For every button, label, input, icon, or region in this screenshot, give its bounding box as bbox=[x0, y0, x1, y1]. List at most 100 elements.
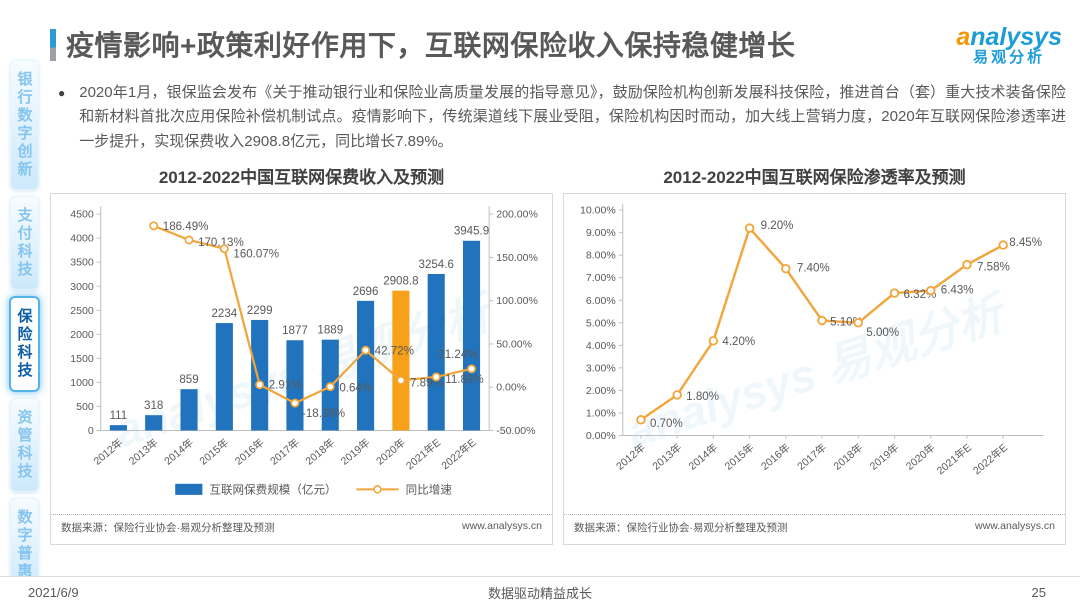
svg-text:2696: 2696 bbox=[353, 286, 379, 298]
svg-text:160.07%: 160.07% bbox=[233, 249, 279, 261]
svg-text:2020年: 2020年 bbox=[903, 441, 938, 473]
svg-text:42.72%: 42.72% bbox=[375, 345, 414, 357]
svg-text:互联网保费规模（亿元）: 互联网保费规模（亿元） bbox=[209, 482, 336, 496]
penetration-chart-panel: 2012-2022中国互联网保险渗透率及预测 analysys 易观分析 0.0… bbox=[563, 163, 1066, 545]
svg-text:2015年: 2015年 bbox=[197, 436, 232, 468]
svg-text:2021年E: 2021年E bbox=[934, 441, 974, 477]
svg-text:0.64%: 0.64% bbox=[339, 383, 372, 395]
svg-text:2234: 2234 bbox=[211, 308, 237, 320]
svg-text:859: 859 bbox=[179, 374, 198, 386]
svg-text:2018年: 2018年 bbox=[831, 441, 866, 473]
sidebar-item-bank-digital[interactable]: 银行数字创新 bbox=[9, 60, 39, 190]
svg-text:5.00%: 5.00% bbox=[586, 317, 616, 329]
svg-text:318: 318 bbox=[144, 400, 163, 412]
svg-text:9.00%: 9.00% bbox=[586, 227, 616, 239]
premium-chart-site-link: www.analysys.cn bbox=[462, 519, 542, 532]
svg-text:-18.36%: -18.36% bbox=[302, 408, 345, 420]
svg-text:2013年: 2013年 bbox=[126, 436, 161, 468]
sidebar-item-asset-mgmt-tech[interactable]: 资管科技 bbox=[9, 398, 39, 492]
svg-text:7.40%: 7.40% bbox=[797, 263, 830, 275]
bullet-marker-icon: ● bbox=[58, 86, 66, 101]
summary-text: 2020年1月，银保监会发布《关于推动银行业和保险业高质量发展的指导意见》，鼓励… bbox=[79, 84, 1066, 150]
svg-text:2016年: 2016年 bbox=[232, 436, 267, 468]
svg-text:0.70%: 0.70% bbox=[650, 418, 683, 430]
svg-text:21.24%: 21.24% bbox=[438, 349, 477, 361]
svg-text:7.00%: 7.00% bbox=[586, 272, 616, 284]
svg-text:2908.8: 2908.8 bbox=[383, 276, 418, 288]
svg-text:3945.9: 3945.9 bbox=[454, 226, 489, 238]
svg-text:0.00%: 0.00% bbox=[496, 382, 526, 394]
svg-text:3254.6: 3254.6 bbox=[419, 259, 454, 271]
svg-text:2012年: 2012年 bbox=[91, 436, 126, 468]
svg-text:2017年: 2017年 bbox=[268, 436, 303, 468]
svg-text:同比增速: 同比增速 bbox=[406, 482, 453, 496]
svg-text:50.00%: 50.00% bbox=[496, 338, 532, 350]
premium-chart-source: 数据来源：保险行业协会·易观分析整理及预测 bbox=[61, 521, 275, 534]
summary-bullet: ● 2020年1月，银保监会发布《关于推动银行业和保险业高质量发展的指导意见》，… bbox=[50, 81, 1066, 154]
svg-text:0.00%: 0.00% bbox=[586, 430, 616, 442]
svg-text:1.00%: 1.00% bbox=[586, 407, 616, 419]
svg-text:3500: 3500 bbox=[70, 257, 94, 269]
premium-bar-line-chart: 0 500 1000 1500 2000 2500 3000 3500 4000 4500 -50.… bbox=[70, 206, 538, 496]
svg-text:3.00%: 3.00% bbox=[586, 362, 616, 374]
penetration-chart-box: analysys 易观分析 0.00% 1.00% 2.00% 3.00% 4.00% 5… bbox=[563, 192, 1066, 545]
svg-text:8.00%: 8.00% bbox=[586, 250, 616, 262]
svg-text:10.00%: 10.00% bbox=[580, 205, 616, 217]
penetration-chart-source: 数据来源：保险行业协会·易观分析整理及预测 bbox=[574, 521, 788, 534]
footer-slogan: 数据驱动精益成长 bbox=[487, 586, 592, 601]
svg-text:2022年E: 2022年E bbox=[970, 441, 1010, 477]
svg-text:8.45%: 8.45% bbox=[1009, 237, 1042, 249]
svg-text:9.20%: 9.20% bbox=[761, 220, 794, 232]
svg-text:2299: 2299 bbox=[247, 305, 273, 317]
premium-chart-title: 2012-2022中国互联网保费收入及预测 bbox=[158, 167, 445, 187]
svg-text:2500: 2500 bbox=[70, 305, 94, 317]
svg-text:4000: 4000 bbox=[70, 233, 94, 245]
svg-text:2018年: 2018年 bbox=[303, 436, 338, 468]
svg-text:6.43%: 6.43% bbox=[941, 285, 974, 297]
svg-text:2000: 2000 bbox=[70, 329, 94, 341]
svg-text:5.00%: 5.00% bbox=[866, 327, 899, 339]
title-accent-bar bbox=[50, 29, 56, 61]
svg-text:0: 0 bbox=[88, 425, 94, 437]
svg-text:3000: 3000 bbox=[70, 281, 94, 293]
svg-text:2013年: 2013年 bbox=[650, 441, 685, 473]
svg-text:4.00%: 4.00% bbox=[586, 340, 616, 352]
svg-text:170.13%: 170.13% bbox=[198, 237, 244, 249]
page-number: 25 bbox=[1031, 585, 1046, 600]
svg-text:4500: 4500 bbox=[70, 209, 94, 221]
svg-text:2017年: 2017年 bbox=[795, 441, 830, 473]
svg-text:7.58%: 7.58% bbox=[977, 262, 1010, 274]
penetration-line-chart: 0.00% 1.00% 2.00% 3.00% 4.00% 5.00% 6.00% 7.00%… bbox=[580, 204, 1044, 477]
analysys-logo: analysys 易观分析 bbox=[956, 24, 1062, 67]
svg-text:100.00%: 100.00% bbox=[496, 295, 538, 307]
svg-text:500: 500 bbox=[76, 401, 94, 413]
svg-text:150.00%: 150.00% bbox=[496, 252, 538, 264]
svg-text:2022年E: 2022年E bbox=[439, 436, 479, 472]
page-header: 疫情影响+政策利好作用下，互联网保险收入保持稳健增长 analysys 易观分析 bbox=[50, 24, 1066, 67]
sidebar-item-payment-tech[interactable]: 支付科技 bbox=[9, 196, 39, 290]
svg-text:1877: 1877 bbox=[282, 325, 308, 337]
penetration-chart-site-link: www.analysys.cn bbox=[975, 519, 1055, 532]
svg-text:2015年: 2015年 bbox=[722, 441, 757, 473]
svg-text:2.00%: 2.00% bbox=[586, 385, 616, 397]
svg-text:2019年: 2019年 bbox=[338, 436, 373, 468]
analysys-logo-wordmark: analysys bbox=[956, 23, 1062, 51]
premium-chart-panel: 2012-2022中国互联网保费收入及预测 analysys 易观分析 0500… bbox=[50, 163, 553, 545]
premium-chart-box: analysys 易观分析 05001000150020002500300035… bbox=[50, 192, 553, 545]
svg-text:1000: 1000 bbox=[70, 377, 94, 389]
svg-text:2012年: 2012年 bbox=[613, 441, 648, 473]
svg-text:2021年E: 2021年E bbox=[403, 436, 443, 472]
main-content: 疫情影响+政策利好作用下，互联网保险收入保持稳健增长 analysys 易观分析… bbox=[50, 24, 1066, 545]
svg-text:1500: 1500 bbox=[70, 353, 94, 365]
svg-text:2014年: 2014年 bbox=[162, 436, 197, 468]
svg-text:4.20%: 4.20% bbox=[722, 336, 755, 348]
charts-row: 2012-2022中国互联网保费收入及预测 analysys 易观分析 0500… bbox=[50, 163, 1066, 545]
svg-text:111: 111 bbox=[110, 410, 128, 422]
svg-text:6.00%: 6.00% bbox=[586, 295, 616, 307]
svg-text:1889: 1889 bbox=[317, 325, 343, 337]
analysys-logo-chinese: 易观分析 bbox=[973, 49, 1046, 67]
sidebar-item-insurance-tech[interactable]: 保险科技 bbox=[8, 296, 40, 392]
svg-text:1.80%: 1.80% bbox=[686, 391, 719, 403]
page-footer: 2021/6/9 数据驱动精益成长 25 bbox=[0, 576, 1080, 608]
svg-text:2016年: 2016年 bbox=[758, 441, 793, 473]
